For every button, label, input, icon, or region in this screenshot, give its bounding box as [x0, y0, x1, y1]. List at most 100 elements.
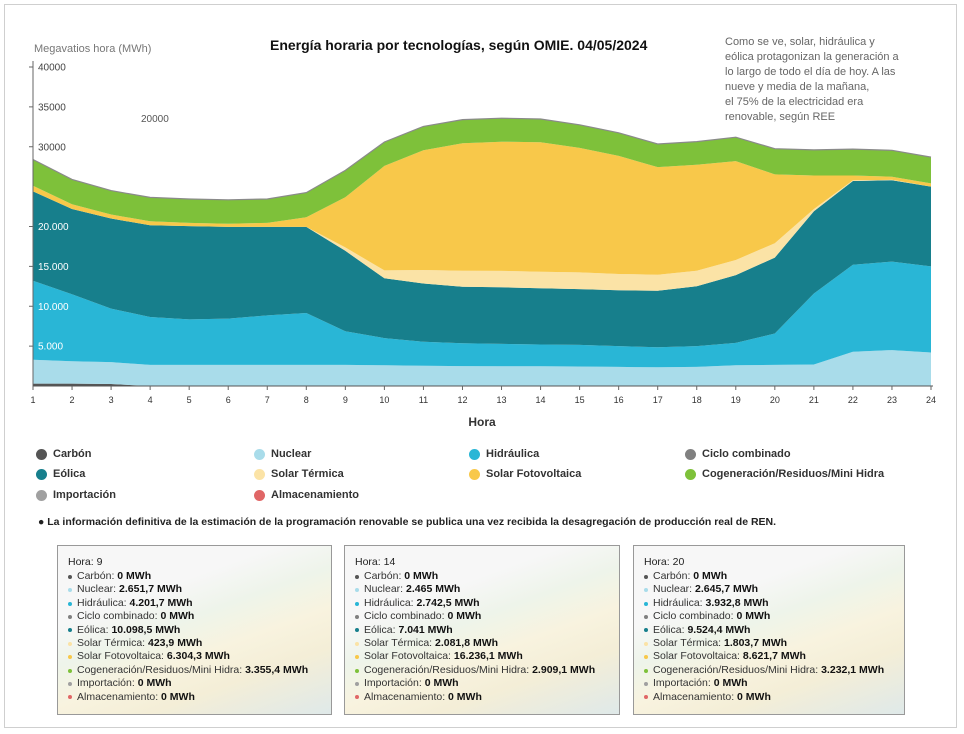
legend-item-importacion[interactable]: Importación	[36, 489, 116, 501]
tooltip-row: Eólica: 9.524,4 MWh	[644, 624, 904, 637]
y-tick-label: 15.000	[38, 262, 69, 273]
tooltip-row-value: 16.236,1 MWh	[453, 650, 523, 663]
tooltip-row-value: 0 MWh	[424, 677, 459, 690]
tooltip-row-value: 1.803,7 MWh	[724, 637, 788, 650]
tooltip-row-label: Carbón:	[77, 570, 118, 582]
tooltip-row: Nuclear: 2.651,7 MWh	[68, 583, 331, 596]
y-tick-label: 35000	[38, 102, 66, 113]
x-tick-label: 2	[70, 395, 75, 405]
tooltip-row-label: Eólica:	[364, 623, 399, 636]
tooltip-row-label: Solar Fotovoltaica:	[364, 650, 454, 663]
tooltip-dot-icon	[355, 628, 359, 633]
legend-dot-icon	[254, 468, 265, 480]
tooltip-row: Importación: 0 MWh	[68, 677, 331, 690]
tooltip-dot-icon	[644, 681, 648, 686]
tooltip-row-label: Ciclo combinado:	[77, 610, 161, 623]
x-tick-label: 8	[304, 395, 309, 405]
legend-item-ciclo-combinado[interactable]: Ciclo combinado	[685, 448, 791, 460]
annotation-note-line: eólica protagonizan la generación a	[725, 51, 899, 63]
tooltip-row-value: 0 MWh	[447, 610, 482, 623]
tooltip-dot-icon	[644, 614, 648, 619]
legend-item-carbon[interactable]: Carbón	[36, 448, 92, 460]
area-series-nuclear[interactable]	[33, 350, 931, 386]
tooltip-row: Solar Fotovoltaica: 16.236,1 MWh	[355, 650, 619, 663]
legend-dot-icon	[36, 448, 47, 460]
y-tick-label: 5.000	[38, 342, 63, 353]
tooltip-row-value: 2.651,7 MWh	[119, 583, 183, 596]
tooltip-row: Hidráulica: 2.742,5 MWh	[355, 597, 619, 610]
tooltip-dot-icon	[644, 601, 648, 606]
tooltip-hour-label: Hora:	[355, 556, 381, 568]
tooltip-dot-icon	[644, 574, 648, 579]
tooltip-hour: Hora: 9	[68, 555, 331, 569]
tooltip-row-label: Cogeneración/Residuos/Mini Hidra:	[77, 663, 246, 676]
legend-item-cogeneracion[interactable]: Cogeneración/Residuos/Mini Hidra	[685, 468, 884, 480]
legend-item-solar-fotovoltaica[interactable]: Solar Fotovoltaica	[469, 468, 581, 480]
tooltip-dot-icon	[355, 655, 359, 660]
x-tick-label: 15	[575, 395, 585, 405]
x-tick-label: 14	[536, 395, 546, 405]
legend-item-almacenamiento[interactable]: Almacenamiento	[254, 489, 359, 501]
tooltip-row: Solar Térmica: 423,9 MWh	[68, 637, 331, 650]
legend-item-eolica[interactable]: Eólica	[36, 468, 85, 480]
tooltip-row-value: 0 MWh	[736, 610, 771, 623]
tooltip-row: Almacenamiento: 0 MWh	[68, 691, 331, 704]
tooltip-row-label: Cogeneración/Residuos/Mini Hidra:	[364, 663, 533, 676]
tooltip-row-value: 0 MWh	[137, 677, 172, 690]
legend-label: Carbón	[53, 448, 92, 460]
x-tick-label: 23	[887, 395, 897, 405]
x-tick-label: 21	[809, 395, 819, 405]
tooltip-hour-9: Hora: 9 Carbón: 0 MWh Nuclear: 2.651,7 MW…	[57, 545, 332, 715]
tooltip-row: Importación: 0 MWh	[355, 677, 619, 690]
legend-item-solar-termica[interactable]: Solar Térmica	[254, 468, 344, 480]
x-tick-label: 22	[848, 395, 858, 405]
legend-label: Importación	[53, 489, 116, 501]
tooltip-row: Nuclear: 2.645,7 MWh	[644, 583, 904, 596]
tooltip-row-value: 3.355,4 MWh	[245, 663, 309, 676]
legend-dot-icon	[469, 448, 480, 460]
tooltip-row: Almacenamiento: 0 MWh	[355, 691, 619, 704]
tooltip-row-value: 0 MWh	[161, 690, 195, 703]
x-tick-label: 17	[653, 395, 663, 405]
area-series-hidr-ulica[interactable]	[33, 261, 931, 368]
tooltip-row-label: Cogeneración/Residuos/Mini Hidra:	[653, 663, 822, 676]
tooltip-row-value: 423,9 MWh	[148, 637, 203, 650]
tooltip-row-label: Eólica:	[653, 623, 688, 636]
area-series-group	[32, 117, 932, 386]
tooltip-row: Carbón: 0 MWh	[355, 570, 619, 583]
area-series-e-lica[interactable]	[33, 180, 931, 348]
tooltip-dot-icon	[68, 655, 72, 660]
x-tick-label: 5	[187, 395, 192, 405]
legend-label: Ciclo combinado	[702, 448, 791, 460]
tooltip-dot-icon	[644, 588, 648, 593]
legend-label: Nuclear	[271, 448, 312, 460]
legend-label: Solar Térmica	[271, 468, 344, 480]
tooltip-row-value: 7.041 MWh	[398, 623, 453, 636]
tooltip-row-label: Importación:	[77, 677, 138, 690]
tooltip-row: Solar Fotovoltaica: 6.304,3 MWh	[68, 650, 331, 663]
legend-label: Solar Fotovoltaica	[486, 468, 582, 480]
x-tick-label: 20	[770, 395, 780, 405]
tooltip-row-value: 2.465 MWh	[406, 583, 461, 596]
tooltip-dot-icon	[355, 668, 359, 673]
legend-item-nuclear[interactable]: Nuclear	[254, 448, 311, 460]
tooltip-rows: Carbón: 0 MWh Nuclear: 2.651,7 MWh Hidrául…	[68, 570, 331, 704]
tooltip-row-label: Almacenamiento:	[77, 690, 162, 703]
x-tick-label: 18	[692, 395, 702, 405]
tooltip-row: Carbón: 0 MWh	[644, 570, 904, 583]
tooltip-dot-icon	[68, 574, 72, 579]
tooltip-row: Solar Térmica: 2.081,8 MWh	[355, 637, 619, 650]
tooltip-dot-icon	[68, 628, 72, 633]
tooltip-hour-20: Hora: 20 Carbón: 0 MWh Nuclear: 2.645,7 M…	[633, 545, 905, 715]
area-series-solar-fotovoltaica[interactable]	[33, 141, 931, 275]
tooltip-row-label: Hidráulica:	[364, 596, 417, 609]
area-series-cogeneraci-n-residuos-mini-hidra[interactable]	[33, 118, 931, 224]
legend-item-hidraulica[interactable]: Hidráulica	[469, 448, 539, 460]
tooltip-hour-label: Hora:	[644, 556, 670, 568]
tooltip-row-label: Ciclo combinado:	[653, 610, 737, 623]
tooltip-row-value: 3.932,8 MWh	[705, 596, 769, 609]
tooltip-dot-icon	[644, 668, 648, 673]
tooltip-row-value: 9.524,4 MWh	[687, 623, 751, 636]
